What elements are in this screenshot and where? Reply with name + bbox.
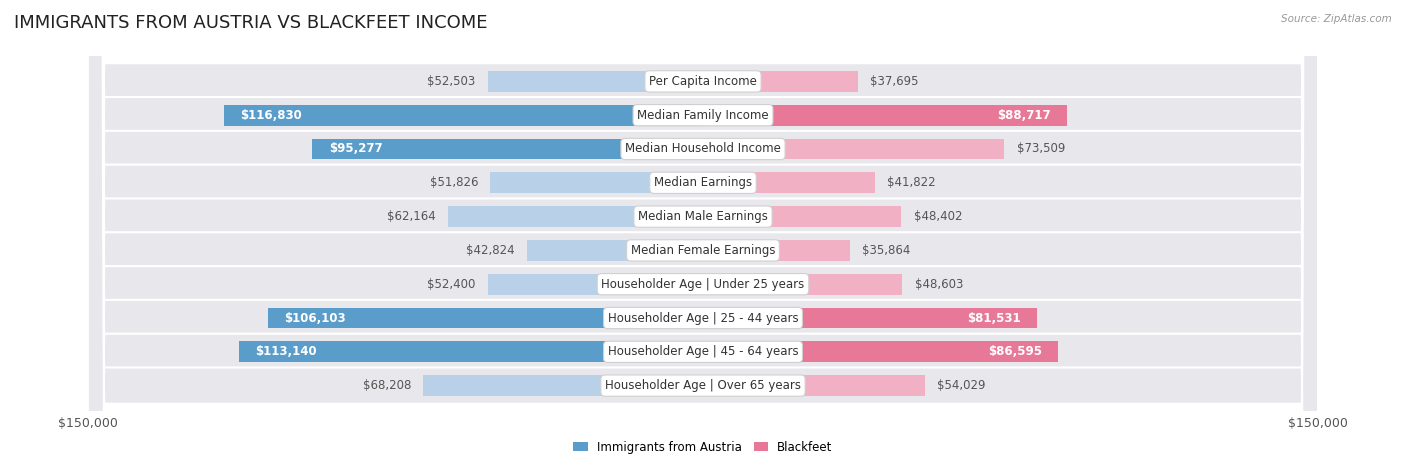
Text: $95,277: $95,277: [329, 142, 382, 156]
Text: Median Female Earnings: Median Female Earnings: [631, 244, 775, 257]
Bar: [488, 71, 703, 92]
Bar: [703, 105, 1067, 126]
Text: $54,029: $54,029: [936, 379, 986, 392]
Text: Median Earnings: Median Earnings: [654, 177, 752, 189]
Bar: [423, 375, 703, 396]
Bar: [269, 308, 703, 328]
Text: Median Family Income: Median Family Income: [637, 109, 769, 122]
Bar: [703, 341, 1059, 362]
Text: Median Male Earnings: Median Male Earnings: [638, 210, 768, 223]
Text: $113,140: $113,140: [256, 345, 318, 358]
Text: IMMIGRANTS FROM AUSTRIA VS BLACKFEET INCOME: IMMIGRANTS FROM AUSTRIA VS BLACKFEET INC…: [14, 14, 488, 32]
Text: $52,400: $52,400: [427, 278, 475, 290]
Text: $68,208: $68,208: [363, 379, 411, 392]
FancyBboxPatch shape: [87, 0, 1319, 467]
Text: $62,164: $62,164: [387, 210, 436, 223]
Bar: [491, 172, 703, 193]
Bar: [224, 105, 703, 126]
Text: $88,717: $88,717: [997, 109, 1050, 122]
Legend: Immigrants from Austria, Blackfeet: Immigrants from Austria, Blackfeet: [568, 436, 838, 458]
FancyBboxPatch shape: [87, 0, 1319, 467]
Text: Householder Age | 45 - 64 years: Householder Age | 45 - 64 years: [607, 345, 799, 358]
FancyBboxPatch shape: [87, 0, 1319, 467]
Bar: [703, 172, 875, 193]
Text: $106,103: $106,103: [284, 311, 346, 325]
Text: $52,503: $52,503: [427, 75, 475, 88]
Text: Per Capita Income: Per Capita Income: [650, 75, 756, 88]
Text: $37,695: $37,695: [870, 75, 918, 88]
Text: $73,509: $73,509: [1017, 142, 1066, 156]
Bar: [703, 71, 858, 92]
Bar: [239, 341, 703, 362]
Text: $48,603: $48,603: [915, 278, 963, 290]
Text: $42,824: $42,824: [467, 244, 515, 257]
Text: $41,822: $41,822: [887, 177, 935, 189]
Text: Median Household Income: Median Household Income: [626, 142, 780, 156]
Text: Source: ZipAtlas.com: Source: ZipAtlas.com: [1281, 14, 1392, 24]
Bar: [703, 375, 925, 396]
Text: $81,531: $81,531: [967, 311, 1021, 325]
Bar: [488, 274, 703, 295]
Bar: [312, 139, 703, 159]
Text: Householder Age | Over 65 years: Householder Age | Over 65 years: [605, 379, 801, 392]
Text: Householder Age | Under 25 years: Householder Age | Under 25 years: [602, 278, 804, 290]
Text: $116,830: $116,830: [240, 109, 302, 122]
FancyBboxPatch shape: [87, 0, 1319, 467]
Bar: [703, 308, 1038, 328]
Text: Householder Age | 25 - 44 years: Householder Age | 25 - 44 years: [607, 311, 799, 325]
Text: $86,595: $86,595: [987, 345, 1042, 358]
Bar: [703, 206, 901, 227]
Bar: [703, 139, 1004, 159]
FancyBboxPatch shape: [87, 0, 1319, 467]
Bar: [703, 240, 851, 261]
Text: $48,402: $48,402: [914, 210, 962, 223]
FancyBboxPatch shape: [87, 0, 1319, 467]
FancyBboxPatch shape: [87, 0, 1319, 467]
Text: $35,864: $35,864: [862, 244, 911, 257]
Bar: [527, 240, 703, 261]
FancyBboxPatch shape: [87, 0, 1319, 467]
Bar: [449, 206, 703, 227]
Text: $51,826: $51,826: [430, 177, 478, 189]
FancyBboxPatch shape: [87, 0, 1319, 467]
Bar: [703, 274, 903, 295]
FancyBboxPatch shape: [87, 0, 1319, 467]
